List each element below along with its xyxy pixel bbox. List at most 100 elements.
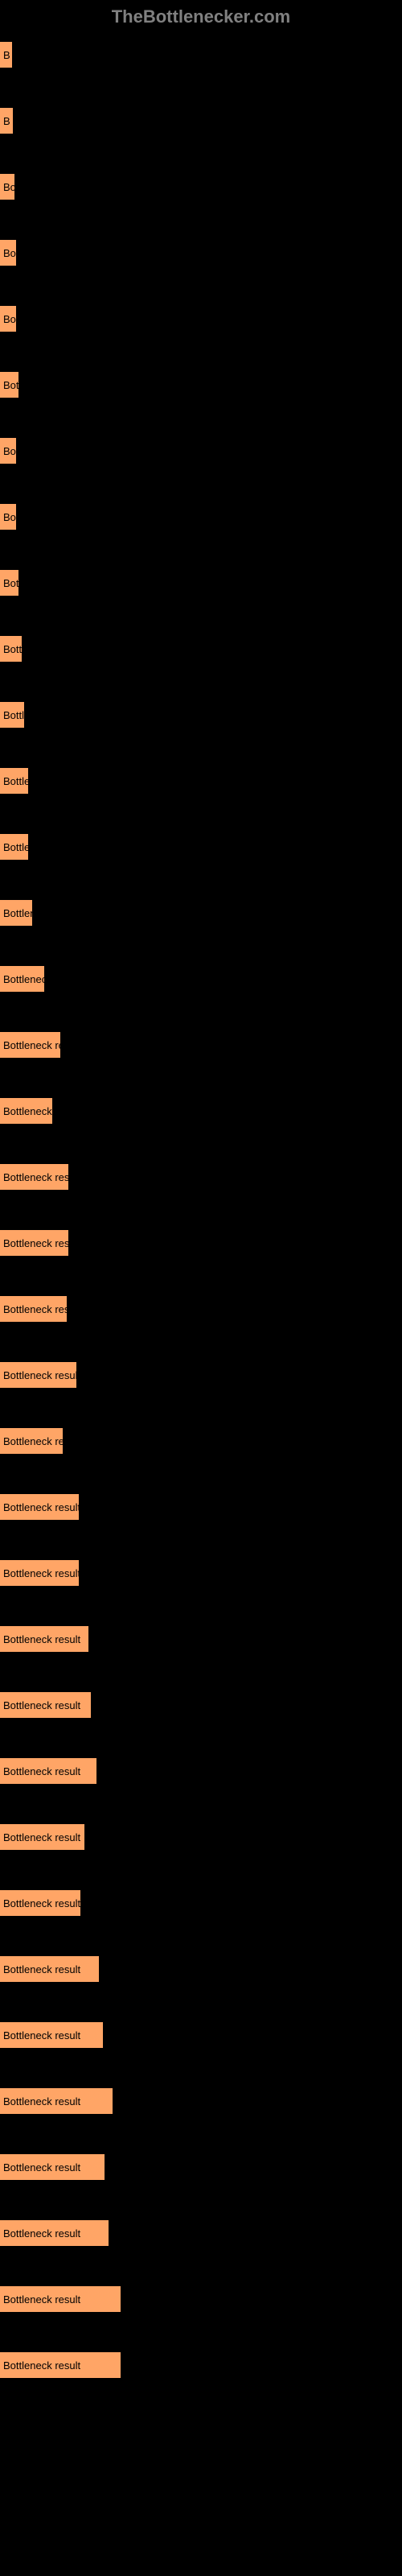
- bar: Bottlen: [0, 900, 32, 926]
- bar-row: Bottle: [0, 768, 402, 794]
- bar: Bottleneck result: [0, 1890, 80, 1916]
- bar-row: Bo: [0, 306, 402, 332]
- bar: Bottleneck result: [0, 1494, 79, 1520]
- bar: Bottleneck result: [0, 2220, 109, 2246]
- bar-label: Bottleneck result: [3, 1897, 80, 1909]
- bar: Bottle: [0, 768, 28, 794]
- bar: Bottleneck result: [0, 1164, 68, 1190]
- bar-row: Bottleneck result: [0, 1626, 402, 1652]
- bar-label: Bottleneck result: [3, 1765, 80, 1777]
- bar: Bottleneck result: [0, 2352, 121, 2378]
- bar-row: Bottleneck result: [0, 2088, 402, 2114]
- bar-label: Bottle: [3, 775, 28, 787]
- bar-label: Bottleneck result: [3, 1369, 76, 1381]
- bar-label: Bottleneck result: [3, 2293, 80, 2306]
- bar-label: Bottleneck: [3, 973, 44, 985]
- bar: Bottleneck result: [0, 1956, 99, 1982]
- bar-row: Bo: [0, 504, 402, 530]
- bar-row: Bottleneck: [0, 966, 402, 992]
- bar-label: Bottleneck result: [3, 1699, 80, 1711]
- bar-row: Bott: [0, 636, 402, 662]
- bar-label: Bottleneck result: [3, 2095, 80, 2107]
- bar-row: Bottl: [0, 702, 402, 728]
- bar-row: Bottleneck result: [0, 2352, 402, 2378]
- bar-label: Bottleneck result: [3, 2359, 80, 2372]
- bar-label: Bottleneck result: [3, 1633, 80, 1645]
- bar: Bottleneck result: [0, 1758, 96, 1784]
- bar: Bottleneck result: [0, 1362, 76, 1388]
- bar: Bott: [0, 636, 22, 662]
- bar: Bottleneck result: [0, 2022, 103, 2048]
- bar-row: Bottleneck result: [0, 2286, 402, 2312]
- bar: Bottleneck res: [0, 1428, 63, 1454]
- bar-row: Bottleneck result: [0, 1230, 402, 1256]
- bar-label: B: [3, 115, 10, 127]
- bar-label: Bottleneck resul: [3, 1303, 67, 1315]
- bar: Bottleneck result: [0, 1626, 88, 1652]
- bar: Bottleneck result: [0, 1692, 91, 1718]
- bar: Bottleneck resul: [0, 1296, 67, 1322]
- bar-row: Bottleneck result: [0, 1560, 402, 1586]
- bar-label: Bo: [3, 313, 16, 325]
- bar-row: Bottleneck res: [0, 1428, 402, 1454]
- bar: Bottleneck result: [0, 1824, 84, 1850]
- bar: Bot: [0, 570, 18, 596]
- bar-label: Bottle: [3, 841, 28, 853]
- bar: Bottleneck result: [0, 2286, 121, 2312]
- bar: Bottle: [0, 834, 28, 860]
- bar-row: Bottleneck result: [0, 1824, 402, 1850]
- bar: Bo: [0, 504, 16, 530]
- bar-label: Bo: [3, 445, 16, 457]
- bar-label: Bott: [3, 643, 22, 655]
- bar-row: Bottlen: [0, 900, 402, 926]
- bar-label: Bottl: [3, 709, 24, 721]
- bar-label: Bo: [3, 511, 16, 523]
- bar-row: Bottleneck resul: [0, 1296, 402, 1322]
- bar-row: Bottleneck result: [0, 1164, 402, 1190]
- bar-label: Bot: [3, 379, 18, 391]
- bar-label: Bottlen: [3, 907, 32, 919]
- bar: Bot: [0, 372, 18, 398]
- bar: Bottleneck r: [0, 1098, 52, 1124]
- bar: Bottleneck result: [0, 2154, 105, 2180]
- bar: Bottleneck: [0, 966, 44, 992]
- site-title: TheBottlenecker.com: [112, 6, 291, 27]
- bar-label: Bottleneck result: [3, 1237, 68, 1249]
- bar-label: Bottleneck result: [3, 1963, 80, 1975]
- bar-row: Bot: [0, 372, 402, 398]
- bar-label: Bottleneck result: [3, 1567, 79, 1579]
- bar-label: Bottleneck result: [3, 2161, 80, 2174]
- bar-label: Bottleneck result: [3, 1501, 79, 1513]
- bar-label: Bot: [3, 577, 18, 589]
- bar-row: Bottleneck result: [0, 1758, 402, 1784]
- bar: Bo: [0, 438, 16, 464]
- bar-row: Bottleneck result: [0, 1494, 402, 1520]
- bar-label: Bottleneck res: [3, 1039, 60, 1051]
- bar: Bo: [0, 174, 14, 200]
- bar-row: Bottle: [0, 834, 402, 860]
- bar-row: Bo: [0, 174, 402, 200]
- bar-row: Bottleneck result: [0, 1890, 402, 1916]
- bar-label: Bottleneck res: [3, 1435, 63, 1447]
- bar-label: Bottleneck result: [3, 2029, 80, 2041]
- bar-label: B: [3, 49, 10, 61]
- bar-row: Bottleneck result: [0, 2154, 402, 2180]
- bar-row: Bo: [0, 240, 402, 266]
- bar-row: B: [0, 42, 402, 68]
- bar: Bo: [0, 240, 16, 266]
- bar: Bottleneck result: [0, 1230, 68, 1256]
- bar: Bo: [0, 306, 16, 332]
- bar: Bottleneck res: [0, 1032, 60, 1058]
- bar-label: Bottleneck result: [3, 1831, 80, 1843]
- bar-row: B: [0, 108, 402, 134]
- bar-chart: B B Bo Bo Bo Bot Bo Bo Bot Bott Bottl Bottle Bottle B…: [0, 34, 402, 2434]
- bar: B: [0, 42, 12, 68]
- bar: Bottleneck result: [0, 1560, 79, 1586]
- bar-row: Bottleneck result: [0, 2022, 402, 2048]
- bar-label: Bo: [3, 181, 14, 193]
- bar-row: Bottleneck result: [0, 1956, 402, 1982]
- bar-row: Bot: [0, 570, 402, 596]
- bar-label: Bottleneck result: [3, 1171, 68, 1183]
- bar-label: Bottleneck r: [3, 1105, 52, 1117]
- bar-label: Bottleneck result: [3, 2227, 80, 2240]
